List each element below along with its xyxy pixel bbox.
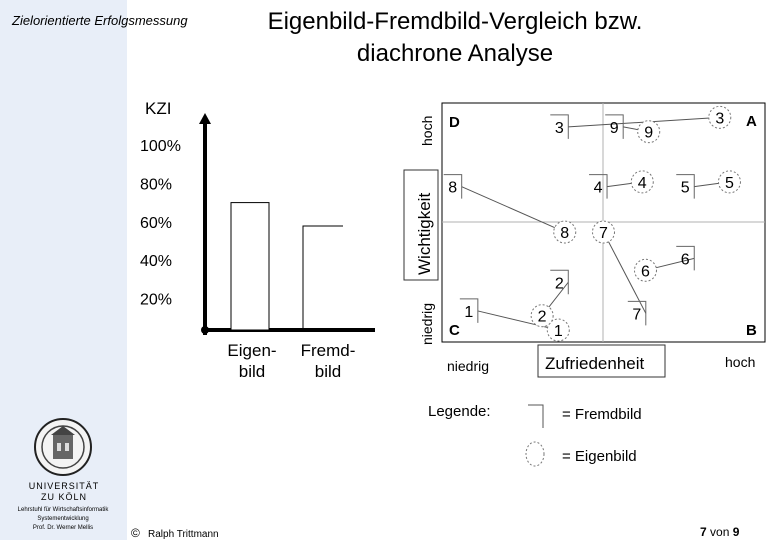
eigen-label-6: 6 [641, 263, 650, 280]
quadrant-d: D [449, 114, 460, 131]
quadrant-a: A [746, 113, 757, 130]
fremd-marker-7 [627, 300, 647, 326]
y-tick-label: 100% [140, 138, 181, 155]
eigen-marker-7 [592, 220, 615, 244]
eigen-label-9: 9 [644, 125, 653, 142]
eigen-marker-5 [717, 170, 741, 194]
y-tick-label: 80% [140, 176, 172, 193]
fremd-label-7: 7 [632, 306, 641, 323]
legend-fremd-symbol [528, 404, 544, 428]
connector-line-1 [477, 310, 559, 331]
bar-fremdbild [302, 225, 343, 330]
x-category-label: bild [239, 362, 265, 381]
eigen-marker-8 [553, 220, 577, 244]
legend-eigen-label: = Eigenbild [562, 448, 637, 465]
fremd-marker-9 [605, 114, 624, 139]
eigen-label-1: 1 [554, 323, 563, 340]
eigen-marker-2 [530, 304, 554, 328]
fremd-marker-2 [550, 269, 569, 295]
page-number: 7 von 9 [700, 525, 740, 539]
eigen-label-8: 8 [560, 225, 569, 242]
eigen-marker-9 [637, 120, 661, 144]
fremd-marker-6 [676, 245, 695, 271]
x-axis-title-box [537, 344, 666, 378]
eigen-label-4: 4 [638, 175, 647, 192]
y-low-label: niedrig [419, 303, 435, 345]
eigen-marker-3 [708, 105, 732, 129]
fremd-marker-8 [443, 174, 463, 199]
title-line-1: Eigenbild-Fremdbild-Vergleich bzw. [267, 8, 643, 35]
x-low-label: niedrig [447, 358, 489, 374]
fremd-marker-5 [676, 174, 695, 199]
legend-fremd-label: = Fremdbild [562, 406, 642, 423]
connector-line-7 [603, 231, 647, 314]
connector-line-8 [461, 186, 565, 233]
y-axis-title: Wichtigkeit [415, 193, 434, 275]
fremd-label-5: 5 [681, 180, 690, 197]
y-axis-title-box [403, 169, 439, 281]
eigen-marker-4 [630, 170, 654, 194]
fremd-label-8: 8 [448, 180, 457, 197]
brand-label: Zielorientierte Erfolgsmessung [12, 13, 188, 28]
y-tick-label: 20% [140, 292, 172, 309]
fremd-label-9: 9 [610, 120, 619, 137]
quadrant-c: C [449, 322, 460, 339]
x-category-label: Fremd- [301, 341, 356, 360]
eigen-label-5: 5 [725, 175, 734, 192]
page-title: Eigenbild-Fremdbild-Vergleich bzw. diach… [195, 6, 715, 70]
x-high-label: hoch [725, 354, 755, 370]
fremd-label-6: 6 [681, 251, 690, 268]
x-category-label: Eigen- [227, 341, 276, 360]
eigen-marker-1 [546, 318, 570, 342]
axis-origin [201, 326, 209, 334]
eigen-marker-6 [633, 258, 657, 282]
eigen-label-2: 2 [538, 309, 547, 326]
eigen-label-7: 7 [599, 225, 608, 242]
fremd-label-2: 2 [555, 275, 564, 292]
eigen-label-3: 3 [715, 110, 724, 127]
quadrant-b: B [746, 322, 757, 339]
fremd-label-4: 4 [594, 180, 603, 197]
title-line-2: diachrone Analyse [356, 40, 554, 67]
y-axis-arrow-icon [199, 113, 211, 124]
x-axis-title: Zufriedenheit [545, 354, 645, 373]
y-tick-label: 60% [140, 215, 172, 232]
x-category-label: bild [315, 362, 341, 381]
y-axis-label: KZI [145, 99, 171, 118]
fremd-label-1: 1 [464, 304, 473, 321]
fremd-marker-3 [550, 114, 569, 139]
y-high-label: hoch [419, 116, 435, 146]
y-tick-label: 40% [140, 253, 172, 270]
author-name: Ralph Trittmann [148, 529, 219, 540]
fremd-marker-4 [589, 174, 608, 199]
legend-title: Legende: [428, 403, 491, 420]
university-seal-icon [34, 418, 92, 476]
university-name: UNIVERSITÄT ZU KÖLN [28, 481, 100, 502]
bar-eigenbild [230, 202, 270, 331]
chair-info: Lehrstuhl für Wirtschaftsinformatik Syst… [17, 507, 109, 531]
copyright-symbol: © [131, 526, 140, 540]
fremd-marker-1 [459, 298, 479, 323]
legend-eigen-symbol [525, 441, 545, 467]
fremd-label-3: 3 [555, 120, 564, 137]
